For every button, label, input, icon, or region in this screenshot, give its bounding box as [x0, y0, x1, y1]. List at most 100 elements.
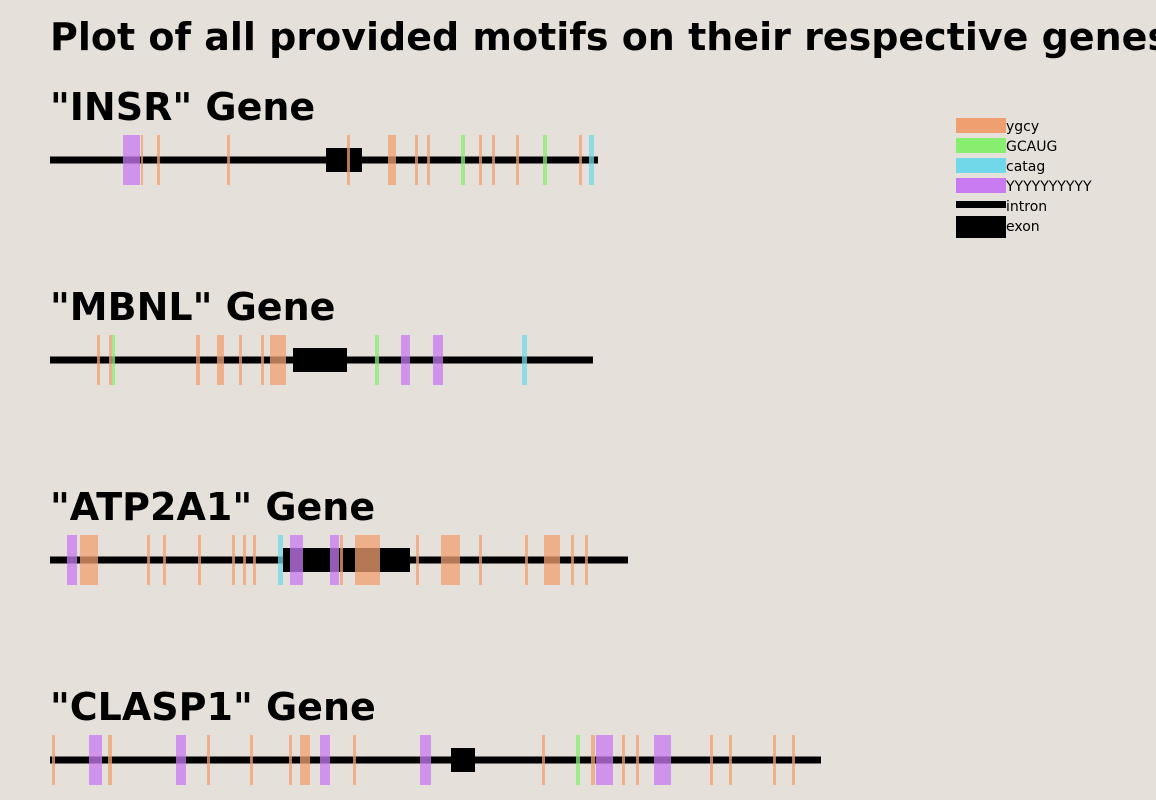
motif-mark-ygcy: [591, 735, 595, 785]
motif-mark-ygcy: [261, 335, 264, 385]
legend-label: intron: [1006, 199, 1047, 215]
motif-mark-ygcy: [416, 535, 419, 585]
legend-item: intron: [956, 199, 1047, 215]
motif-mark-ygcy: [773, 735, 776, 785]
motif-mark-ygcy: [542, 735, 545, 785]
motif-mark-ygcy: [147, 535, 150, 585]
gene-label: "MBNL" Gene: [50, 285, 335, 329]
motif-mark-ygcy: [250, 735, 253, 785]
legend-item: catag: [956, 158, 1045, 175]
motif-mark-ygcy: [270, 335, 286, 385]
legend-swatch-GCAUG: [956, 138, 1006, 153]
motif-mark-GCAUG: [461, 135, 465, 185]
motif-mark-ygcy: [80, 535, 98, 585]
legend-item: GCAUG: [956, 138, 1057, 155]
legend-swatch-exon: [956, 216, 1006, 238]
legend-label: YYYYYYYYYY: [1005, 179, 1092, 195]
plot-title: Plot of all provided motifs on their res…: [50, 15, 1156, 59]
legend-swatch-catag: [956, 158, 1006, 173]
legend: ygcy GCAUG catag YYYYYYYYYY intron exon: [956, 118, 1092, 238]
motif-mark-ygcy: [232, 535, 235, 585]
legend-swatch-YYYYYYYYYY: [956, 178, 1006, 193]
motif-mark-ygcy: [492, 135, 495, 185]
motif-mark-ygcy: [97, 335, 100, 385]
legend-label: GCAUG: [1006, 139, 1057, 155]
motif-mark-ygcy: [415, 135, 418, 185]
intron-line: [50, 156, 598, 164]
motif-mark-ygcy: [196, 335, 200, 385]
motif-mark-ygcy: [579, 135, 582, 185]
motif-mark-ygcy: [792, 735, 795, 785]
motif-mark-ygcy: [239, 335, 242, 385]
motif-mark-ygcy: [300, 735, 310, 785]
motif-mark-catag: [589, 135, 594, 185]
motif-mark-ygcy: [227, 135, 230, 185]
motif-mark-ygcy: [516, 135, 519, 185]
motif-mark-YYYYYYYYYY: [176, 735, 186, 785]
motif-mark-YYYYYYYYYY: [433, 335, 443, 385]
gene-row: "INSR" Gene: [50, 85, 598, 185]
motif-mark-ygcy: [441, 535, 460, 585]
motif-mark-ygcy: [729, 735, 732, 785]
motif-mark-catag: [278, 535, 283, 585]
motif-mark-ygcy: [340, 535, 343, 585]
motif-mark-ygcy: [353, 735, 356, 785]
gene-row: "CLASP1" Gene: [50, 685, 821, 785]
legend-label: catag: [1006, 159, 1045, 175]
motif-mark-ygcy: [163, 535, 166, 585]
motif-mark-ygcy: [109, 335, 112, 385]
motif-mark-YYYYYYYYYY: [596, 735, 613, 785]
motif-mark-ygcy: [571, 535, 574, 585]
motif-mark-GCAUG: [112, 335, 115, 385]
motif-mark-ygcy: [525, 535, 528, 585]
motif-mark-ygcy: [207, 735, 210, 785]
gene-label: "INSR" Gene: [50, 85, 315, 129]
motif-mark-YYYYYYYYYY: [654, 735, 671, 785]
exon-block: [293, 348, 347, 372]
gene-row: "ATP2A1" Gene: [50, 485, 628, 585]
motif-mark-GCAUG: [543, 135, 547, 185]
motif-mark-YYYYYYYYYY: [89, 735, 102, 785]
motif-mark-GCAUG: [375, 335, 379, 385]
motif-mark-catag: [522, 335, 527, 385]
motif-mark-YYYYYYYYYY: [420, 735, 431, 785]
motif-mark-ygcy: [141, 135, 143, 185]
gene-row: "MBNL" Gene: [50, 285, 593, 385]
motif-mark-YYYYYYYYYY: [330, 535, 339, 585]
motif-mark-GCAUG: [576, 735, 580, 785]
gene-label: "CLASP1" Gene: [50, 685, 376, 729]
motif-mark-ygcy: [243, 535, 246, 585]
motif-mark-ygcy: [347, 135, 350, 185]
motif-mark-ygcy: [479, 535, 482, 585]
motif-mark-ygcy: [217, 335, 224, 385]
legend-swatch-intron: [956, 201, 1006, 208]
intron-line: [50, 756, 821, 764]
legend-item: YYYYYYYYYY: [956, 178, 1092, 195]
motif-mark-ygcy: [198, 535, 201, 585]
motif-mark-ygcy: [479, 135, 482, 185]
motif-mark-YYYYYYYYYY: [67, 535, 77, 585]
motif-mark-ygcy: [157, 135, 160, 185]
motif-mark-ygcy: [253, 535, 256, 585]
motif-mark-ygcy: [289, 735, 292, 785]
motif-mark-ygcy: [585, 535, 588, 585]
genes-layer: "INSR" Gene "MBNL" Gene "ATP2A1" Gene "CLAS…: [50, 85, 821, 785]
gene-label: "ATP2A1" Gene: [50, 485, 375, 529]
legend-label: ygcy: [1006, 119, 1039, 135]
motif-mark-ygcy: [636, 735, 639, 785]
motif-mark-ygcy: [52, 735, 55, 785]
motif-mark-ygcy: [622, 735, 625, 785]
legend-label: exon: [1006, 219, 1040, 235]
motif-mark-ygcy: [388, 135, 396, 185]
motif-mark-ygcy: [544, 535, 560, 585]
exon-block: [326, 148, 362, 172]
motif-mark-YYYYYYYYYY: [320, 735, 330, 785]
motif-mark-YYYYYYYYYY: [123, 135, 140, 185]
exon-block: [451, 748, 475, 772]
motif-mark-ygcy: [355, 535, 380, 585]
motif-mark-ygcy: [710, 735, 713, 785]
legend-item: exon: [956, 216, 1040, 238]
motif-mark-ygcy: [108, 735, 112, 785]
motif-mark-YYYYYYYYYY: [401, 335, 410, 385]
legend-swatch-ygcy: [956, 118, 1006, 133]
